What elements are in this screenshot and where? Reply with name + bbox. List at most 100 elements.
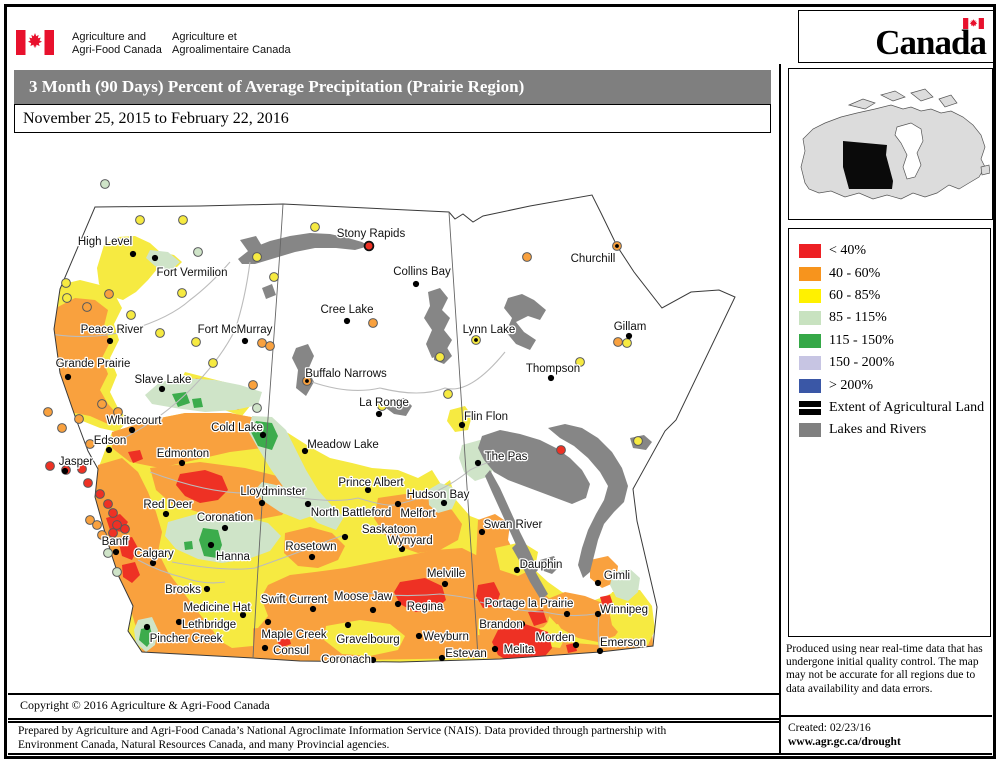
station-orange	[104, 289, 114, 299]
station-palegreen	[100, 179, 110, 189]
city-dot	[304, 500, 312, 508]
inset-canada-mainland	[800, 104, 986, 200]
city-label: Brandon	[479, 619, 522, 631]
canada-wordmark-text: Canada	[875, 23, 987, 62]
station-yellow	[622, 338, 632, 348]
station-yellow	[61, 278, 71, 288]
station-yellow	[208, 358, 218, 368]
lakes-layer	[238, 233, 652, 600]
right-column-divider	[779, 64, 781, 753]
legend-item: 40 - 60%	[799, 262, 990, 284]
created-date: Created: 02/23/16	[788, 722, 871, 734]
region-under-40pct	[528, 610, 547, 626]
city-label: Cree Lake	[320, 304, 373, 316]
city-dot	[106, 337, 114, 345]
region-under-40pct	[499, 599, 507, 605]
legend-item: < 40%	[799, 240, 990, 262]
river	[311, 351, 506, 394]
map-title-bar: 3 Month (90 Days) Percent of Average Pre…	[14, 70, 771, 104]
city-dot	[221, 524, 229, 532]
city-label: Weyburn	[423, 631, 469, 643]
station-red	[120, 524, 130, 534]
station-palegreen	[252, 403, 262, 413]
river	[149, 471, 399, 506]
station-yellow	[575, 357, 585, 367]
region-85-115pct	[256, 482, 318, 520]
city-dot	[259, 431, 267, 439]
city-dot	[143, 623, 151, 631]
city-dot	[129, 250, 137, 258]
station-orange	[257, 338, 267, 348]
city-label: Melita	[504, 644, 535, 656]
station-orange	[113, 407, 123, 417]
city-dot	[458, 421, 466, 429]
city-label: Medicine Hat	[183, 602, 251, 614]
city-label: Prince Albert	[338, 477, 404, 489]
station-red	[108, 508, 118, 518]
city-dot	[64, 373, 72, 381]
region-under-40pct	[476, 582, 500, 608]
inset-arctic-island	[938, 94, 958, 108]
station-orange	[92, 520, 102, 530]
legend-label: Extent of Agricultural Land	[829, 399, 985, 415]
station-orange	[85, 439, 95, 449]
region-under-40pct	[600, 595, 613, 607]
legend-item: 115 - 150%	[799, 330, 990, 352]
city-label: Melville	[427, 568, 465, 580]
city-label: Consul	[273, 645, 309, 657]
station-yellow	[269, 272, 279, 282]
legend-item: 60 - 85%	[799, 285, 990, 307]
city-label: North Battleford	[311, 507, 392, 519]
wordmark-flag-icon	[963, 18, 984, 29]
city-dot	[594, 610, 602, 618]
city-label: Dauphin	[520, 559, 563, 571]
station-yellow	[443, 389, 453, 399]
station-palegreen	[103, 548, 113, 558]
city-labels-layer: High Level Fort Vermilion Collins Bay Cree …	[54, 227, 649, 668]
legend-label: 85 - 115%	[829, 310, 887, 326]
legend-item: 150 - 200%	[799, 352, 990, 374]
city-dot	[364, 486, 372, 494]
canada-inset-map	[800, 88, 991, 200]
copyright-text: Copyright © 2016 Agriculture & Agri-Food…	[20, 698, 270, 712]
station-orange	[97, 399, 107, 409]
region-85-115pct	[610, 569, 640, 601]
region-85-115pct	[145, 378, 262, 412]
created-rule	[779, 715, 992, 717]
city-dot	[61, 467, 69, 475]
station-red	[556, 445, 566, 455]
city-label: Moose Jaw	[334, 591, 393, 603]
station-yellow	[633, 436, 643, 446]
river	[54, 261, 231, 338]
inset-prairie-region-highlight	[843, 141, 893, 189]
prairie-precipitation-map: High Level Fort Vermilion Collins Bay Cree …	[43, 179, 736, 668]
region-60-85pct	[447, 406, 472, 432]
region-under-40pct	[118, 594, 129, 605]
legend-swatch	[799, 311, 821, 326]
region-115-150pct	[192, 398, 203, 408]
station-center-dot	[615, 244, 619, 248]
city-dot	[412, 280, 420, 288]
region-under-40pct	[128, 450, 143, 463]
city-dot	[309, 605, 317, 613]
river	[137, 559, 226, 584]
city-dot	[207, 541, 215, 549]
region-40-60pct	[253, 548, 478, 661]
canada-wordmark: Canada	[798, 10, 994, 63]
city-dot	[369, 656, 377, 664]
city-label: Cold Lake	[211, 422, 263, 434]
city-label: Coronach	[321, 654, 371, 666]
city-dot	[258, 499, 266, 507]
region-60-85pct	[324, 620, 405, 656]
city-dot	[441, 580, 449, 588]
legend-label: 115 - 150%	[829, 332, 894, 348]
city-dot	[572, 641, 580, 649]
city-label: Grande Prairie	[56, 358, 131, 370]
city-label: Banff	[102, 536, 129, 548]
station-yellow	[191, 337, 201, 347]
city-label: Stony Rapids	[337, 228, 406, 240]
city-dot	[203, 585, 211, 593]
city-dot	[625, 332, 633, 340]
region-40-60pct	[95, 458, 222, 652]
